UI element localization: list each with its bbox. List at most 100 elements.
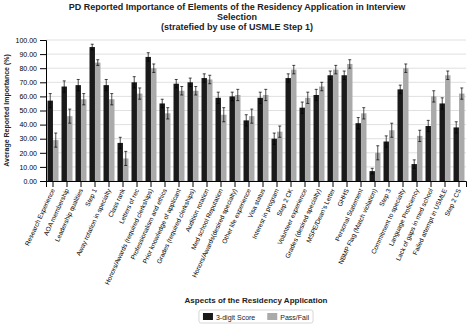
tick-mark [40, 82, 46, 83]
error-bar [278, 126, 281, 137]
error-bar [446, 71, 449, 79]
bar [445, 75, 450, 181]
bar [188, 82, 193, 181]
tick-label: Away rotation in specialty [75, 187, 114, 257]
error-bars [49, 44, 458, 174]
tick-label: 20.00 [19, 150, 37, 157]
tick: 40.00 [19, 121, 46, 128]
bar [342, 75, 347, 181]
error-bar [287, 74, 290, 82]
error-bar [105, 79, 108, 90]
bar [62, 87, 67, 181]
tick-mark [459, 181, 460, 187]
bar [179, 91, 184, 181]
error-bar [385, 136, 388, 147]
bar [221, 115, 226, 181]
x-axis: Research ExperienceAOA membershipLeaders… [23, 181, 466, 286]
error-bar [292, 65, 295, 73]
plot: 0.0010.0020.0030.0040.0050.0060.0070.008… [16, 37, 467, 323]
tick: 0.00 [23, 178, 46, 185]
bar [389, 130, 394, 181]
tick-mark [40, 125, 46, 126]
bar [151, 68, 156, 181]
bar [109, 99, 114, 181]
tick-mark [347, 181, 348, 187]
error-bar [306, 92, 309, 103]
tick: Away rotation in specialty [75, 181, 114, 257]
bar [165, 113, 170, 181]
bar [67, 116, 72, 181]
legend-item: 3-digit Score [203, 313, 255, 322]
bar [319, 87, 324, 181]
bar [95, 63, 100, 181]
legend-item: Pass/Fail [267, 313, 309, 321]
bar [132, 82, 137, 181]
series [48, 47, 459, 181]
tick-mark [40, 153, 46, 154]
tick: 50.00 [19, 107, 46, 114]
tick-label: Leadership qualities [53, 187, 85, 243]
error-bar [68, 109, 71, 123]
error-bar [329, 71, 332, 79]
error-bar [320, 82, 323, 90]
tick-label: MSPE/Dean's Letter [305, 187, 336, 244]
error-bar [259, 92, 262, 103]
grid-line [46, 82, 466, 83]
bar [417, 136, 422, 181]
bar [356, 123, 361, 181]
tick-mark [151, 181, 152, 187]
tick: 60.00 [19, 93, 46, 100]
error-bar [147, 53, 150, 61]
legend: 3-digit Score Pass/Fail [199, 310, 313, 323]
tick-mark [361, 181, 362, 187]
legend-frame [199, 310, 313, 323]
tick-mark [249, 181, 250, 187]
tick-label: GHHS [336, 187, 351, 208]
error-bar [96, 60, 99, 66]
tick: 80.00 [19, 65, 46, 72]
bar [314, 95, 319, 181]
tick-mark [109, 181, 110, 187]
bar [431, 96, 436, 181]
bar [459, 94, 464, 181]
bar [76, 85, 81, 181]
tick-mark [40, 167, 46, 168]
error-bar [175, 79, 178, 87]
marks [48, 44, 465, 181]
bar [347, 64, 352, 181]
bar [440, 103, 445, 181]
tick: 100.00 [16, 37, 46, 44]
error-bar [334, 65, 337, 73]
error-bar [194, 87, 197, 95]
tick: GHHS [336, 181, 351, 207]
tick: Step 3 [378, 181, 393, 208]
grid [46, 40, 466, 181]
tick-mark [40, 139, 46, 140]
error-bar [343, 71, 346, 79]
bar [249, 116, 254, 181]
grid-line [46, 68, 466, 69]
bar [244, 120, 249, 181]
error-bar [138, 88, 141, 99]
error-bar [427, 120, 430, 131]
error-bar [133, 77, 136, 88]
grid-line [46, 124, 466, 125]
tick-label: Failed attempt in USMLE [411, 187, 449, 256]
bar [216, 98, 221, 181]
error-bar [124, 151, 127, 165]
error-bar [222, 108, 225, 122]
error-bar [357, 118, 360, 129]
title-line: Selection [217, 12, 257, 22]
title: PD Reported Importance of Elements of th… [69, 2, 407, 32]
tick-mark [277, 181, 278, 187]
error-bar [231, 92, 234, 100]
tick-mark [403, 181, 404, 187]
bar [454, 127, 459, 181]
tick-mark [291, 181, 292, 187]
error-bar [390, 123, 393, 137]
tick-mark [179, 181, 180, 187]
grid-line [46, 166, 466, 167]
error-bar [348, 60, 351, 68]
tick-label: 90.00 [19, 51, 37, 58]
tick-mark [165, 181, 166, 187]
